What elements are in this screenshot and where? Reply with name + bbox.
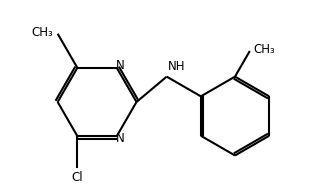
- Text: CH₃: CH₃: [32, 26, 53, 39]
- Text: NH: NH: [168, 60, 185, 73]
- Text: N: N: [116, 59, 124, 72]
- Text: N: N: [116, 132, 124, 145]
- Text: CH₃: CH₃: [253, 43, 275, 56]
- Text: Cl: Cl: [71, 171, 83, 184]
